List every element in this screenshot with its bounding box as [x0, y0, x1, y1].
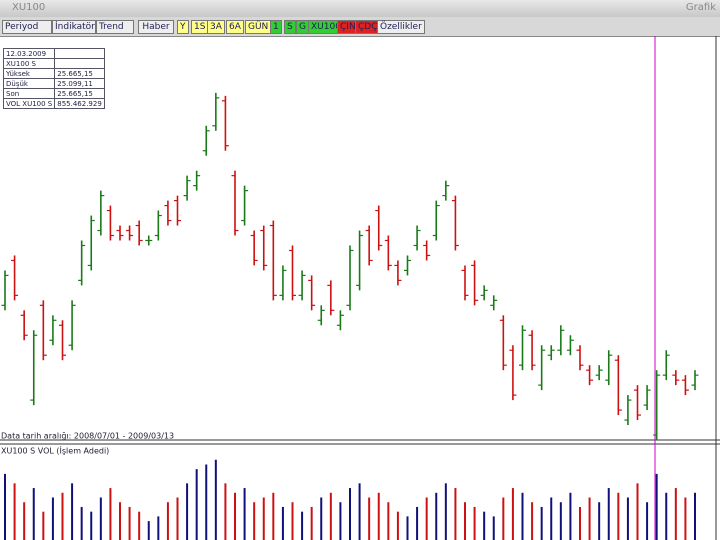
info-cell	[54, 48, 105, 59]
period-button[interactable]: 1	[270, 20, 282, 34]
info-cell: XU100 S	[2, 58, 56, 69]
volume-title: XU100 S VOL (İşlem Adedi)	[1, 446, 109, 456]
info-cell: 25.099,11	[54, 78, 105, 89]
info-cell: Son	[2, 88, 56, 99]
info-cell: 855.462.929	[54, 98, 105, 109]
window-title: XU100	[12, 2, 46, 13]
toolbar: Periyod İndikatör Trend Haber Y 1S 3A 6A…	[0, 17, 720, 37]
info-row: Son 25.665,15	[2, 88, 105, 99]
info-row: XU100 S	[2, 58, 105, 69]
period-button[interactable]: S	[284, 20, 296, 34]
period-button[interactable]: 6A	[226, 20, 244, 34]
period-button[interactable]: 3A	[207, 20, 225, 34]
info-table: 12.03.2009 XU100 S Yüksek 25.665,15 Düşük 25.…	[2, 48, 105, 109]
info-cell: VOL XU100 S	[2, 98, 56, 109]
title-bar: XU100 Grafik	[0, 0, 720, 17]
info-row: Düşük 25.099,11	[2, 78, 105, 89]
news-button[interactable]: Haber	[138, 20, 174, 34]
info-cell: 25.665,15	[54, 68, 105, 79]
info-row: Yüksek 25.665,15	[2, 68, 105, 79]
info-row: VOL XU100 S 855.462.929	[2, 98, 105, 109]
period-button[interactable]: Y	[177, 20, 189, 34]
dropdown[interactable]: Periyod	[2, 20, 52, 34]
info-row: 12.03.2009	[2, 48, 105, 59]
period-button[interactable]: XU100	[308, 20, 344, 34]
window-right-title: Grafik	[685, 2, 716, 13]
period-button[interactable]: GÜN	[245, 20, 272, 34]
info-cell: 12.03.2009	[2, 48, 56, 59]
info-cell: Düşük	[2, 78, 56, 89]
date-range: Data tarih aralığı: 2008/07/01 - 2009/03…	[1, 432, 174, 441]
info-cell	[54, 58, 105, 69]
info-cell: 25.665,15	[54, 88, 105, 99]
dropdown[interactable]: İndikatör	[52, 20, 96, 34]
info-cell: Yüksek	[2, 68, 56, 79]
dropdown[interactable]: Trend	[96, 20, 134, 34]
settings-button[interactable]: Özellikler	[377, 20, 425, 34]
